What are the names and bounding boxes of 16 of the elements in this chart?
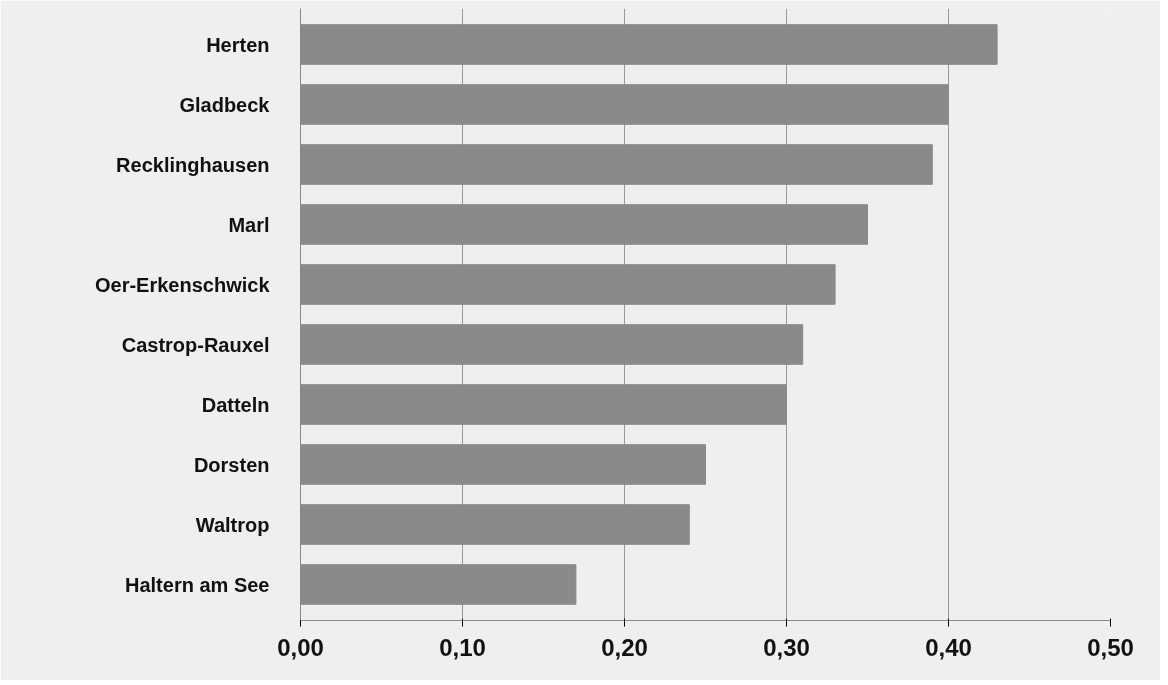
y-tick-label: Datteln — [201, 393, 270, 416]
y-tick-label: Recklinghausen — [116, 153, 270, 176]
y-tick-label: Marl — [228, 213, 270, 236]
y-tick-label: Gladbeck — [179, 93, 271, 116]
x-tick-label: 0,40 — [925, 633, 972, 661]
y-tick-label: Castrop-Rauxel — [121, 333, 270, 356]
x-tick-label: 0,20 — [601, 633, 648, 661]
y-tick-label: Haltern am See — [124, 573, 270, 596]
x-tick-label: 0,00 — [277, 633, 324, 661]
y-tick-label: Dorsten — [193, 453, 270, 476]
x-tick-label: 0,50 — [1087, 633, 1134, 661]
x-tick-label: 0,10 — [439, 633, 486, 661]
y-tick-label: Herten — [206, 33, 270, 56]
x-tick-label: 0,30 — [763, 633, 810, 661]
y-tick-label: Waltrop — [195, 513, 270, 536]
y-tick-label: Oer-Erkenschwick — [94, 273, 271, 296]
